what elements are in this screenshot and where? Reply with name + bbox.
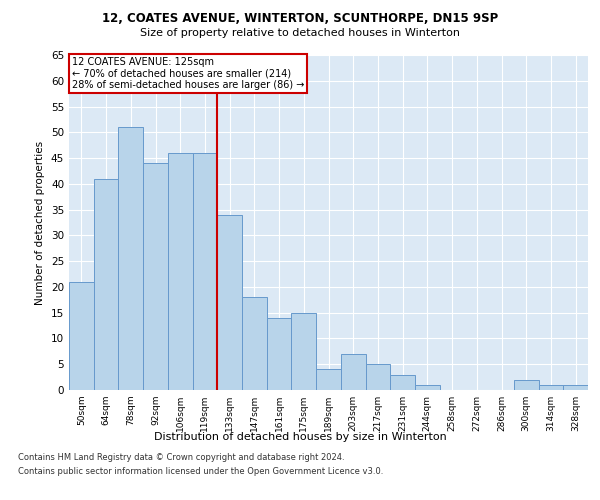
Bar	[193, 153, 217, 390]
Text: Size of property relative to detached houses in Winterton: Size of property relative to detached ho…	[140, 28, 460, 38]
Text: 12 COATES AVENUE: 125sqm
← 70% of detached houses are smaller (214)
28% of semi-: 12 COATES AVENUE: 125sqm ← 70% of detach…	[71, 56, 304, 90]
Bar	[563, 385, 588, 390]
Bar	[539, 385, 563, 390]
Text: Contains HM Land Registry data © Crown copyright and database right 2024.: Contains HM Land Registry data © Crown c…	[18, 454, 344, 462]
Bar	[341, 354, 365, 390]
Bar	[415, 385, 440, 390]
Bar	[118, 127, 143, 390]
Bar	[242, 297, 267, 390]
Bar	[514, 380, 539, 390]
Bar	[292, 312, 316, 390]
Bar	[316, 370, 341, 390]
Text: 12, COATES AVENUE, WINTERTON, SCUNTHORPE, DN15 9SP: 12, COATES AVENUE, WINTERTON, SCUNTHORPE…	[102, 12, 498, 26]
Bar	[69, 282, 94, 390]
Text: Contains public sector information licensed under the Open Government Licence v3: Contains public sector information licen…	[18, 467, 383, 476]
Bar	[267, 318, 292, 390]
Text: Distribution of detached houses by size in Winterton: Distribution of detached houses by size …	[154, 432, 446, 442]
Bar	[168, 153, 193, 390]
Bar	[390, 374, 415, 390]
Bar	[143, 163, 168, 390]
Y-axis label: Number of detached properties: Number of detached properties	[35, 140, 46, 304]
Bar	[365, 364, 390, 390]
Bar	[217, 215, 242, 390]
Bar	[94, 178, 118, 390]
